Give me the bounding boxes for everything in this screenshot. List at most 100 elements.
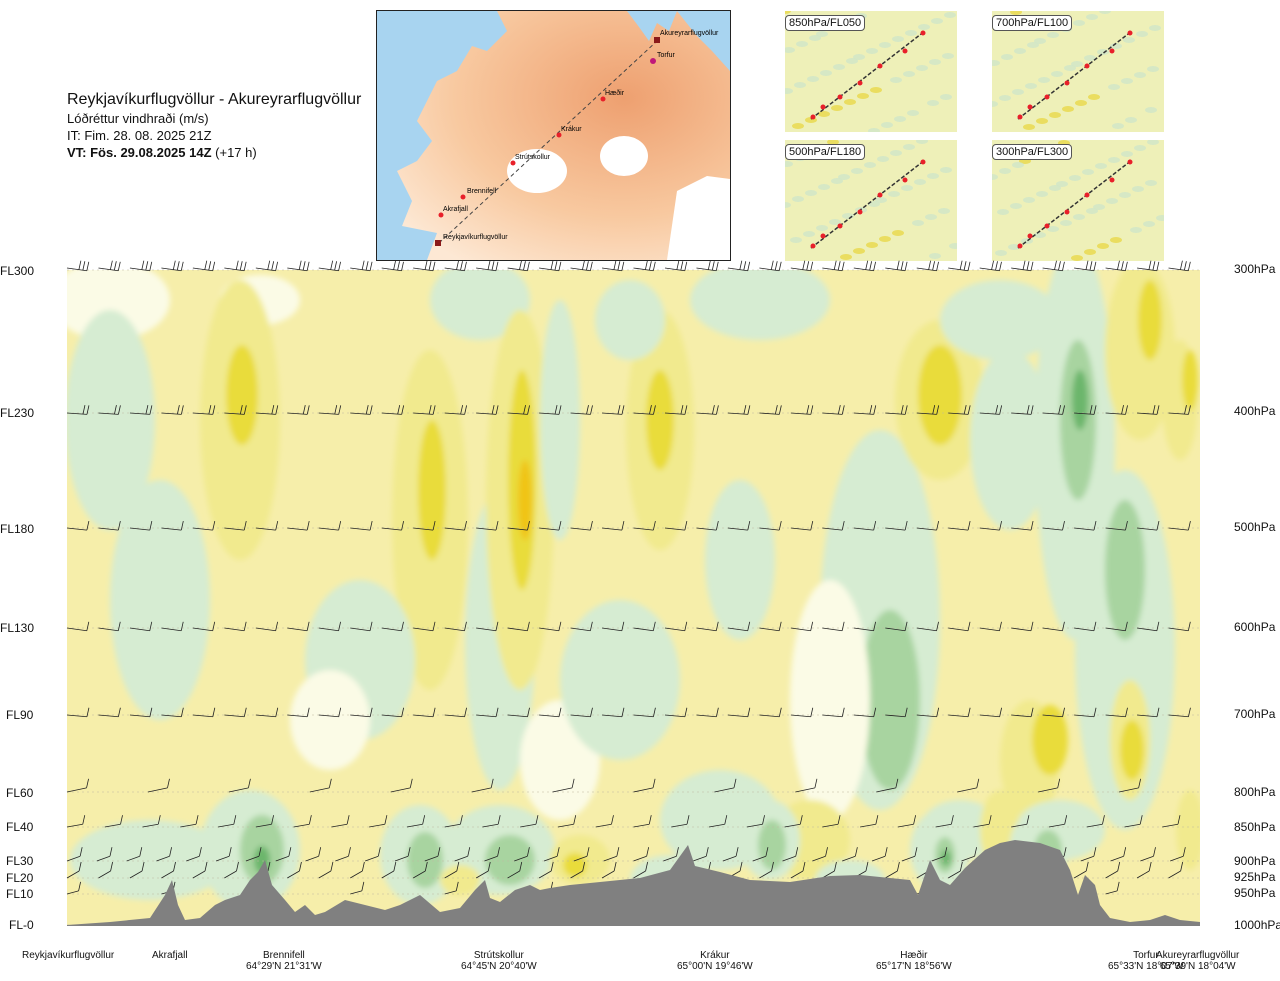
- barb-shaft: [161, 627, 182, 632]
- wind-barb: [66, 260, 90, 272]
- velocity-contour: [758, 820, 786, 870]
- barb-feather: [950, 815, 954, 825]
- wind-barb: [305, 847, 322, 862]
- barb-shaft: [287, 714, 308, 718]
- level-map-contour: [831, 105, 843, 111]
- wind-barb: [885, 260, 908, 272]
- barb-shaft: [1011, 627, 1032, 632]
- barb-feather: [1117, 861, 1121, 872]
- level-map-waypoint: [857, 80, 863, 86]
- barb-shaft: [1038, 787, 1058, 793]
- wind-barb: [192, 861, 208, 879]
- barb-shaft: [476, 267, 496, 272]
- level-map-contour: [853, 54, 865, 60]
- location-name: Strútskollur: [473, 950, 524, 961]
- level-map-waypoint: [920, 30, 926, 36]
- barb-feather: [653, 405, 656, 415]
- level-map-contour: [857, 93, 869, 99]
- wind-barb: [822, 405, 845, 415]
- wind-barb: [633, 847, 650, 862]
- barb-shaft: [601, 714, 622, 718]
- wind-barb: [822, 815, 841, 828]
- wind-barb: [129, 260, 153, 272]
- barb-feather: [995, 261, 998, 271]
- barb-feather: [1138, 778, 1142, 788]
- wind-barb: [1042, 260, 1065, 272]
- barb-shaft: [305, 855, 319, 862]
- barb-shaft: [318, 412, 339, 415]
- barb-shaft: [948, 627, 969, 632]
- wind-barb: [224, 521, 247, 531]
- wind-barb: [287, 405, 310, 415]
- wind-barb: [570, 707, 593, 718]
- level-map-background: [785, 11, 957, 132]
- barb-feather: [1030, 707, 1034, 717]
- barb-shaft: [228, 787, 249, 793]
- barb-feather: [308, 815, 312, 825]
- barb-feather: [328, 778, 332, 788]
- barb-feather: [1180, 260, 1183, 270]
- wind-barb: [1105, 881, 1120, 895]
- barb-shaft: [822, 527, 843, 531]
- level-map-contour: [1073, 214, 1085, 220]
- pressure-label-900: 900hPa: [1234, 854, 1276, 868]
- barb-feather: [582, 260, 585, 270]
- barb-shaft: [633, 787, 654, 793]
- barb-shaft: [633, 714, 654, 718]
- level-map-contour: [1147, 66, 1159, 72]
- barb-feather: [180, 261, 184, 271]
- velocity-contour: [485, 835, 535, 885]
- barb-feather: [120, 815, 123, 825]
- barb-feather: [652, 621, 656, 631]
- barb-shaft: [1105, 890, 1118, 895]
- wind-barb: [287, 861, 302, 879]
- barb-feather: [86, 261, 90, 271]
- barb-shaft: [186, 855, 200, 862]
- wind-barb: [1137, 707, 1160, 718]
- barb-shaft: [1168, 267, 1189, 272]
- barb-feather: [267, 861, 271, 872]
- barb-feather: [1062, 405, 1065, 415]
- barb-shaft: [255, 714, 276, 718]
- barb-feather: [1187, 621, 1191, 631]
- wind-barb: [126, 847, 143, 862]
- wind-barb: [66, 861, 82, 879]
- barb-shaft: [759, 714, 780, 718]
- barb-feather: [649, 405, 652, 415]
- level-map-contour: [1027, 42, 1039, 48]
- barb-feather: [1188, 405, 1191, 415]
- wind-barb: [784, 815, 803, 828]
- wind-barb: [696, 405, 719, 415]
- wind-barb: [633, 405, 656, 415]
- barb-feather: [1102, 815, 1105, 825]
- wind-barb: [931, 847, 948, 862]
- barb-feather: [715, 521, 719, 531]
- level-map-waypoint: [837, 223, 843, 229]
- level-map-label: 300hPa/FL300: [992, 144, 1073, 160]
- barb-shaft: [66, 527, 87, 531]
- level-map-contour: [1008, 244, 1020, 250]
- barb-feather: [306, 405, 310, 415]
- wind-barb: [390, 778, 413, 793]
- wind-barb: [957, 778, 980, 793]
- barb-feather: [460, 261, 463, 271]
- barb-feather: [1123, 847, 1127, 857]
- level-map-contour: [892, 36, 904, 42]
- barb-shaft: [318, 267, 339, 272]
- barb-feather: [1121, 405, 1124, 415]
- barb-shaft: [570, 627, 591, 632]
- barb-shaft: [1105, 412, 1126, 415]
- barb-feather: [519, 260, 522, 270]
- barb-shaft: [318, 870, 332, 879]
- barb-feather: [712, 405, 715, 415]
- wind-barb: [224, 621, 247, 632]
- barb-feather: [914, 847, 918, 857]
- velocity-contour: [705, 480, 775, 640]
- barb-feather: [558, 521, 562, 531]
- level-map-label: 500hPa/FL180: [785, 144, 866, 160]
- barb-feather: [233, 815, 237, 825]
- level-map-contour: [1110, 237, 1122, 243]
- barb-shaft: [471, 787, 492, 793]
- barb-feather: [904, 405, 908, 415]
- barb-feather: [1089, 405, 1093, 415]
